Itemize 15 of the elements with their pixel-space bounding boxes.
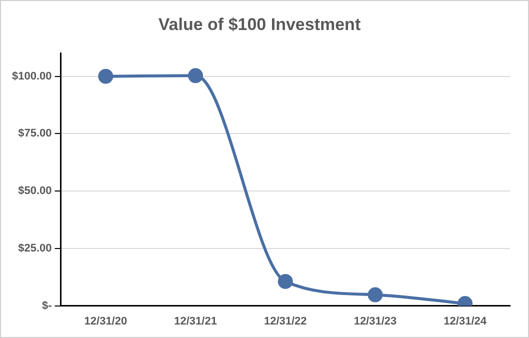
- x-tick-label: 12/31/24: [444, 315, 488, 328]
- x-tick-label: 12/31/21: [174, 315, 217, 328]
- point: [368, 287, 383, 302]
- y-tick-label: $50.00: [18, 185, 52, 198]
- x-tick-label: 12/31/23: [354, 315, 397, 328]
- point: [98, 68, 114, 84]
- y-tick-label: $-: [42, 300, 52, 312]
- y-tick-label: $75.00: [18, 128, 52, 140]
- y-tick-label: $100.00: [12, 70, 52, 82]
- chart-title: Value of $100 Investment: [158, 14, 361, 34]
- y-tick-label: $25.00: [18, 242, 52, 254]
- point: [278, 274, 293, 289]
- x-tick-label: 12/31/20: [84, 315, 128, 328]
- point: [188, 68, 204, 84]
- x-tick-label: 12/31/22: [264, 315, 307, 328]
